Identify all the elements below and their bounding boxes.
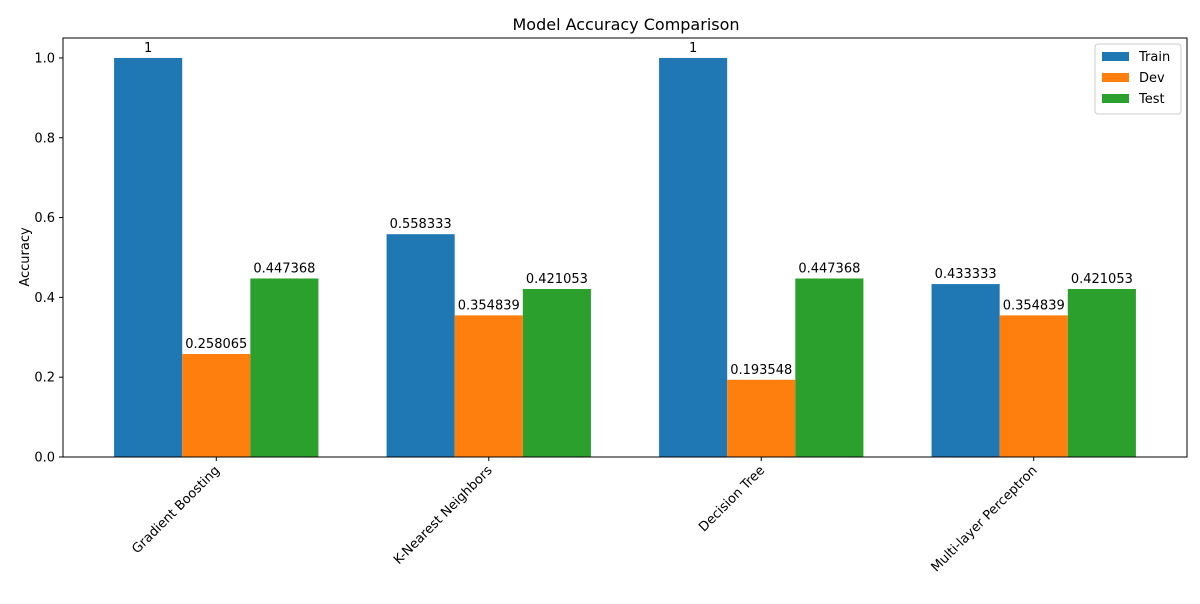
legend-swatch-train (1102, 52, 1129, 61)
y-tick-label: 0.6 (34, 211, 55, 226)
bar-label: 1 (144, 41, 152, 56)
plot-area: 1 0.558333 1 0.433333 0.258065 0.354839 0.1935… (34, 37, 1188, 575)
x-tick-label: Multi-layer Perceptron (929, 463, 1041, 575)
y-axis-label: Accuracy (18, 227, 33, 287)
bar-label: 0.447368 (798, 261, 860, 276)
bar-label: 0.258065 (185, 337, 247, 352)
series-test: 0.447368 0.421053 0.447368 0.421053 (250, 261, 1136, 457)
bar-label: 0.433333 (935, 267, 997, 282)
bar-train-0 (114, 57, 183, 457)
bar-label: 0.447368 (253, 261, 315, 276)
legend-label-test: Test (1138, 92, 1165, 107)
legend-label-dev: Dev (1139, 71, 1165, 86)
y-tick-label: 1.0 (34, 51, 55, 66)
bar-dev-3 (999, 315, 1068, 457)
bar-label: 1 (689, 41, 697, 56)
legend-label-train: Train (1138, 50, 1170, 65)
bar-train-2 (659, 57, 728, 457)
bar-label: 0.354839 (1003, 298, 1065, 313)
bar-test-0 (250, 278, 319, 457)
bar-dev-2 (727, 379, 796, 457)
bar-test-1 (522, 288, 591, 457)
legend: Train Dev Test (1094, 43, 1182, 115)
y-tick-label: 0.0 (34, 451, 55, 466)
x-tick-label: Decision Tree (696, 463, 768, 535)
bar-train-1 (386, 234, 455, 457)
legend-swatch-test (1102, 94, 1129, 103)
bar-test-2 (795, 278, 864, 457)
y-tick-label: 0.2 (34, 371, 55, 386)
bar-label: 0.558333 (390, 217, 452, 232)
series-train: 1 0.558333 1 0.433333 (114, 41, 1000, 457)
bar-label: 0.354839 (458, 298, 520, 313)
bar-label: 0.421053 (1071, 272, 1133, 287)
bar-dev-1 (454, 315, 523, 457)
bar-dev-0 (182, 354, 251, 457)
x-tick-label: K-Nearest Neighbors (391, 463, 496, 568)
y-tick-label: 0.8 (34, 131, 55, 146)
legend-swatch-dev (1102, 73, 1129, 82)
bar-test-3 (1067, 288, 1136, 457)
y-tick-label: 0.4 (34, 291, 55, 306)
chart-title: Model Accuracy Comparison (512, 15, 739, 34)
plot-frame (62, 37, 1188, 458)
bar-train-3 (931, 284, 1000, 457)
series-dev: 0.258065 0.354839 0.193548 0.354839 (182, 298, 1068, 457)
bar-label: 0.421053 (526, 272, 588, 287)
bar-label: 0.193548 (730, 363, 792, 378)
x-tick-label: Gradient Boosting (129, 463, 223, 557)
